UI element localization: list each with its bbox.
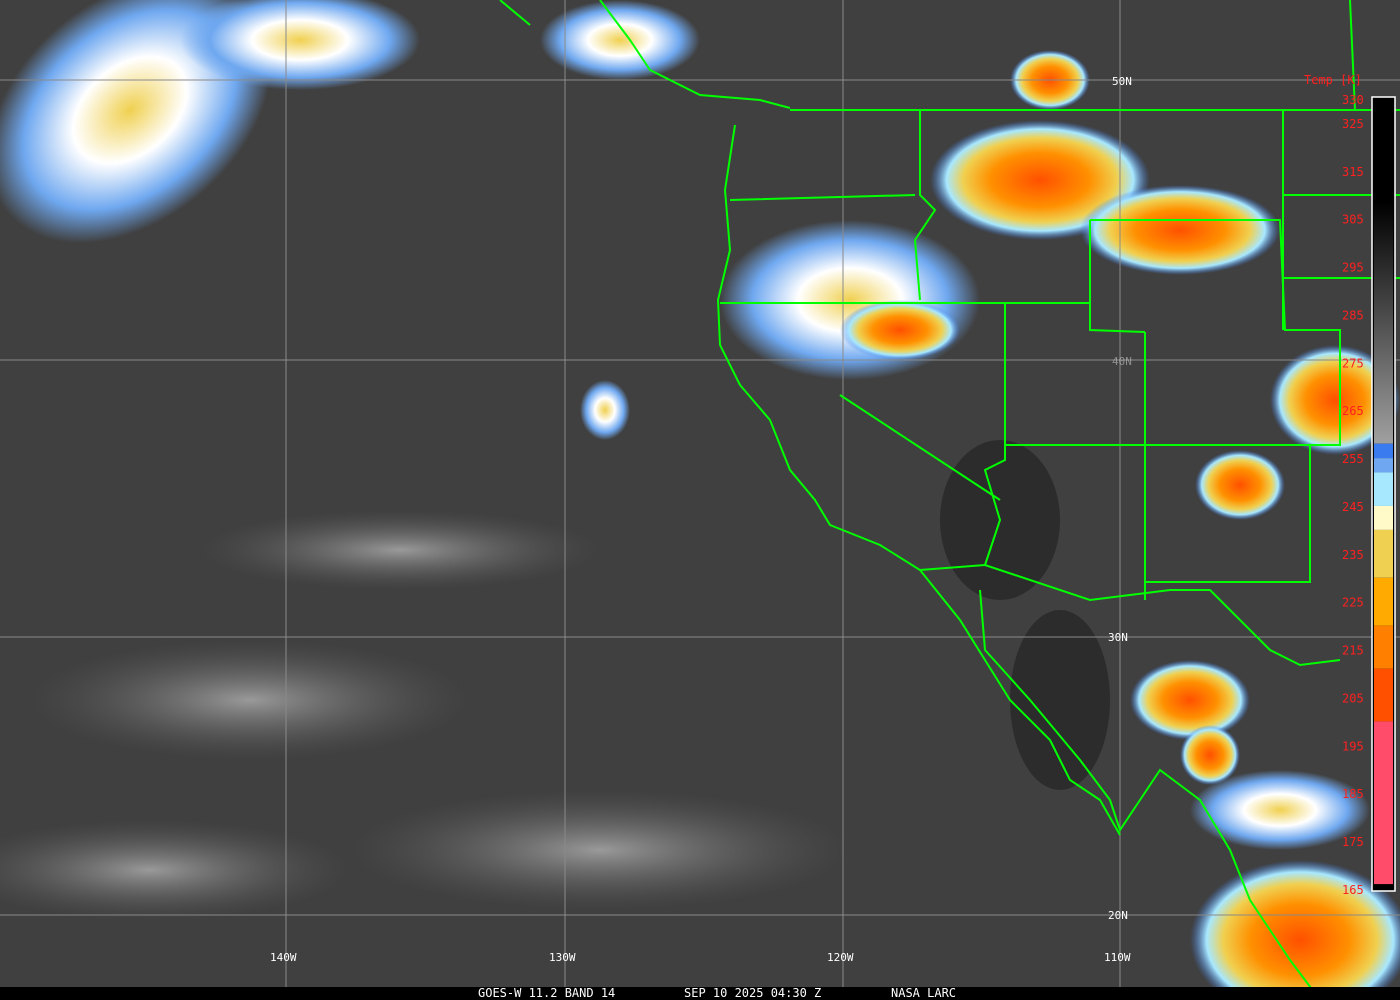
colorbar-segment — [1374, 505, 1393, 530]
lat-label-50n: 50N — [1112, 75, 1132, 88]
coastlines-and-borders — [499, 0, 1400, 1000]
colorbar-segment — [1374, 529, 1393, 578]
colorbar-tick-label: 305 — [1342, 213, 1364, 227]
colorbar-tick-label: 225 — [1342, 596, 1364, 610]
colorbar-tick-label: 205 — [1342, 691, 1364, 705]
colorbar-tick-label: 235 — [1342, 548, 1364, 562]
colorbar-tick-label: 285 — [1342, 308, 1364, 322]
lon-label-140w: 140W — [270, 951, 297, 964]
colorbar-segment — [1374, 458, 1393, 473]
caption-datetime: SEP 10 2025 04:30 Z — [684, 986, 822, 1000]
colorbar-tick-label: 325 — [1342, 117, 1364, 131]
colorbar-segment — [1374, 625, 1393, 669]
colorbar-tick-label: 175 — [1342, 835, 1364, 849]
colorbar-segment — [1374, 99, 1393, 444]
colorbar-tick-label: 315 — [1342, 165, 1364, 179]
colorbar-tick-label: 295 — [1342, 261, 1364, 275]
colorbar-tick-label: 255 — [1342, 452, 1364, 466]
colorbar-tick-label: 265 — [1342, 404, 1364, 418]
caption-bar: GOES-W 11.2 BAND 14 SEP 10 2025 04:30 Z … — [0, 987, 1400, 1000]
colorbar-segment — [1374, 443, 1393, 459]
caption-source: NASA LARC — [891, 986, 957, 1000]
lon-label-130w: 130W — [549, 951, 576, 964]
colorbar-tick-label: 185 — [1342, 787, 1364, 801]
colorbar-tick-label: 215 — [1342, 644, 1364, 658]
colorbar-segment — [1374, 884, 1393, 889]
lon-label-120w: 120W — [827, 951, 854, 964]
colorbar-tick-label: 330 — [1342, 93, 1364, 107]
colorbar-tick-label: 245 — [1342, 500, 1364, 514]
colorbar-tick-label: 165 — [1342, 883, 1364, 897]
temperature-colorbar: Temp [K] 330 325 315 305 295 285 275 265 255 245 2… — [1304, 73, 1396, 897]
colorbar-segment — [1374, 577, 1393, 626]
lat-label-20n: 20N — [1108, 909, 1128, 922]
lon-label-110w: 110W — [1104, 951, 1131, 964]
colorbar-tick-label: 275 — [1342, 356, 1364, 370]
colorbar-tick-label: 195 — [1342, 739, 1364, 753]
lat-label-40n: 40N — [1112, 355, 1132, 368]
colorbar-segment — [1374, 472, 1393, 506]
colorbar-title: Temp [K] — [1304, 73, 1362, 87]
lat-label-30n: 30N — [1108, 631, 1128, 644]
colorbar-segment — [1374, 721, 1393, 885]
colorbar-segment — [1374, 668, 1393, 722]
caption-satellite: GOES-W 11.2 BAND 14 — [478, 986, 616, 1000]
